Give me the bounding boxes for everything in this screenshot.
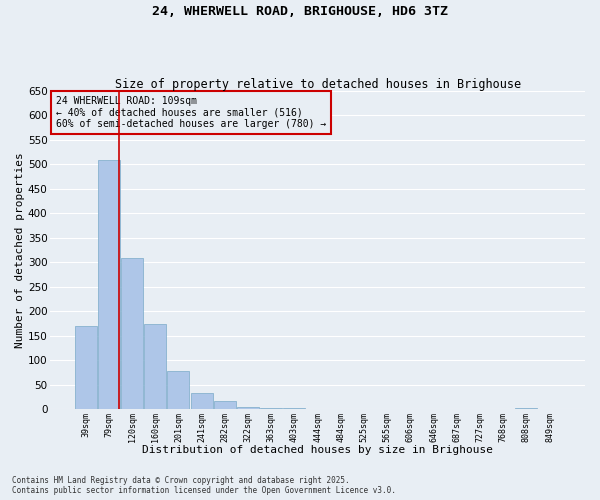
Bar [191,394,212,409]
Bar [167,371,190,410]
Text: 24 WHERWELL ROAD: 109sqm
← 40% of detached houses are smaller (516)
60% of semi-: 24 WHERWELL ROAD: 109sqm ← 40% of detach… [56,96,326,129]
Bar [144,324,166,410]
Bar [121,258,143,410]
Bar [283,408,305,410]
Bar [74,326,97,409]
X-axis label: Distribution of detached houses by size in Brighouse: Distribution of detached houses by size … [142,445,493,455]
Bar [214,400,236,409]
Text: 24, WHERWELL ROAD, BRIGHOUSE, HD6 3TZ: 24, WHERWELL ROAD, BRIGHOUSE, HD6 3TZ [152,5,448,18]
Bar [260,408,282,410]
Text: Contains HM Land Registry data © Crown copyright and database right 2025.
Contai: Contains HM Land Registry data © Crown c… [12,476,396,495]
Bar [515,408,538,410]
Bar [98,160,120,410]
Title: Size of property relative to detached houses in Brighouse: Size of property relative to detached ho… [115,78,521,91]
Bar [237,407,259,410]
Y-axis label: Number of detached properties: Number of detached properties [15,152,25,348]
